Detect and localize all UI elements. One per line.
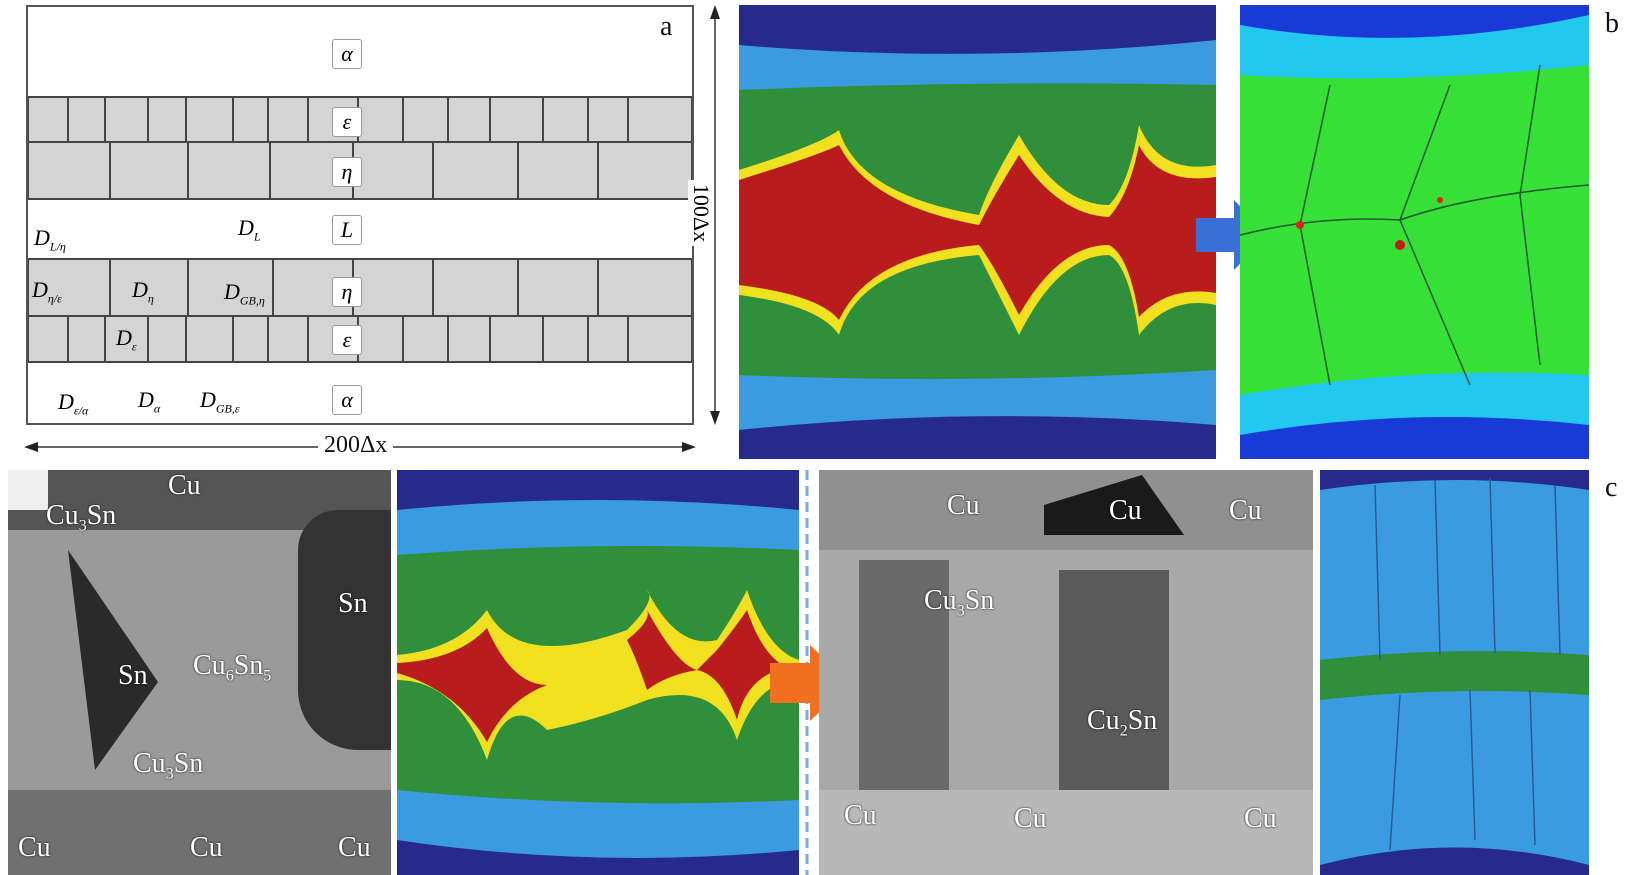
label-cu: Cu <box>1109 495 1142 526</box>
label-cu: Cu <box>1014 803 1047 834</box>
label-cu3sn: Cu3Sn <box>133 748 204 783</box>
label-cu: Cu <box>18 832 51 863</box>
height-arrow <box>710 5 720 425</box>
simulation-b-initial <box>739 5 1216 459</box>
panel-label-b: b <box>1605 8 1619 39</box>
phase-epsilon-top: ε <box>332 107 362 137</box>
label-cu: Cu <box>338 832 371 863</box>
simulation-c-final <box>1320 470 1589 875</box>
phase-alpha-top: α <box>332 39 362 69</box>
schematic-diagram: α ε η L η ε α DL DL/η Dη/ε Dη DGB,η Dε D… <box>26 5 694 425</box>
phase-eta-top: η <box>332 157 362 187</box>
label-cu2sn: Cu2Sn <box>1087 705 1158 740</box>
simulation-b-final <box>1240 5 1589 459</box>
panel-label-a: a <box>660 11 673 42</box>
label-D-L-eta: DL/η <box>34 225 66 254</box>
label-D-alpha: Dα <box>138 387 161 416</box>
simulation-c-initial <box>397 470 799 875</box>
label-sn: Sn <box>118 660 148 691</box>
label-D-eta: Dη <box>132 277 154 306</box>
sem-micrograph-2: Cu Cu Cu Cu3Sn Cu2Sn Cu Cu Cu <box>819 470 1313 875</box>
label-D-eps: Dε <box>116 325 137 354</box>
phase-alpha-bottom: α <box>332 385 362 415</box>
label-D-L: DL <box>238 215 261 244</box>
label-D-eps-alpha: Dε/α <box>58 389 89 418</box>
label-sn: Sn <box>338 588 368 619</box>
label-D-GB-eps: DGB,ε <box>200 387 240 416</box>
label-cu: Cu <box>190 832 223 863</box>
label-cu3sn: Cu3Sn <box>46 500 117 535</box>
label-D-GB-eta: DGB,η <box>224 279 265 308</box>
phase-liquid: L <box>332 215 362 245</box>
sem-micrograph-1: Cu Cu3Sn Sn Sn Cu6Sn5 Cu3Sn Cu Cu Cu <box>8 470 391 875</box>
label-cu6sn5: Cu6Sn5 <box>193 650 272 685</box>
label-cu: Cu <box>168 470 201 501</box>
height-label: 100Δx <box>688 179 715 247</box>
panel-label-c: c <box>1605 472 1618 503</box>
label-cu: Cu <box>844 800 877 831</box>
phase-eta-bottom: η <box>332 277 362 307</box>
label-cu3sn: Cu3Sn <box>924 585 995 620</box>
label-cu: Cu <box>1229 495 1262 526</box>
label-cu: Cu <box>1244 803 1277 834</box>
label-D-eta-eps: Dη/ε <box>32 277 62 306</box>
width-label: 200Δx <box>318 432 394 459</box>
phase-epsilon-bottom: ε <box>332 325 362 355</box>
divider-dashed-line <box>805 470 809 875</box>
label-cu: Cu <box>947 490 980 521</box>
